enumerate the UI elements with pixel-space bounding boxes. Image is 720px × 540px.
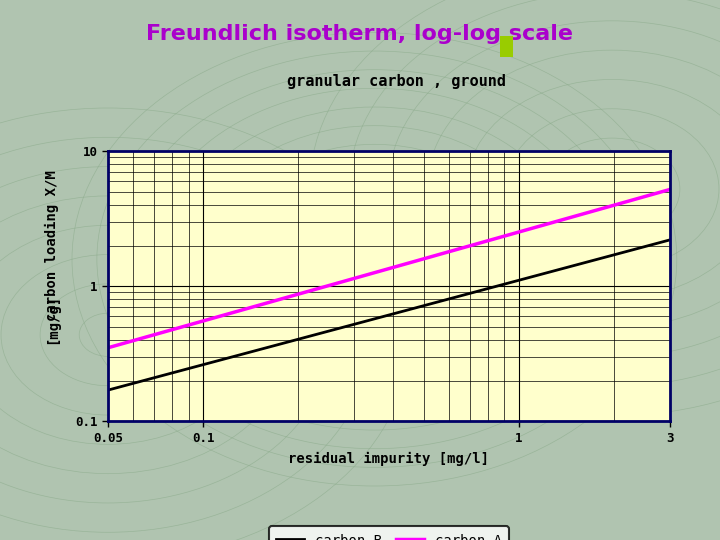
carbon B bbox=[104, 387, 112, 393]
carbon A bbox=[447, 248, 456, 254]
carbon A bbox=[577, 211, 585, 218]
Text: Freundlich isotherm, log-log scale: Freundlich isotherm, log-log scale bbox=[146, 24, 574, 44]
Text: carbon loading X/M: carbon loading X/M bbox=[45, 170, 59, 321]
carbon A bbox=[665, 186, 674, 193]
carbon B bbox=[613, 251, 621, 257]
carbon B bbox=[106, 386, 114, 393]
Text: [mg/g]: [mg/g] bbox=[45, 293, 59, 344]
carbon A bbox=[438, 251, 446, 257]
Line: carbon B: carbon B bbox=[108, 240, 670, 390]
carbon B bbox=[577, 260, 585, 267]
carbon B bbox=[438, 298, 446, 304]
Line: carbon A: carbon A bbox=[108, 190, 670, 348]
carbon B bbox=[665, 237, 674, 243]
Text: granular carbon , ground: granular carbon , ground bbox=[287, 74, 505, 89]
X-axis label: residual impurity [mg/l]: residual impurity [mg/l] bbox=[288, 451, 490, 465]
carbon A bbox=[436, 251, 445, 258]
carbon A bbox=[106, 344, 114, 350]
carbon A bbox=[104, 345, 112, 351]
Legend: carbon B, carbon A: carbon B, carbon A bbox=[269, 526, 508, 540]
carbon B bbox=[447, 295, 456, 301]
carbon A bbox=[613, 201, 621, 207]
carbon B bbox=[436, 298, 445, 305]
